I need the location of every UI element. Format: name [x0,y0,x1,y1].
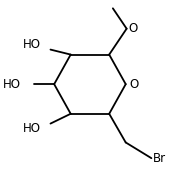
Text: O: O [129,22,138,35]
Text: HO: HO [23,38,41,51]
Text: Br: Br [153,152,166,165]
Text: HO: HO [23,122,41,135]
Text: O: O [129,78,139,91]
Text: HO: HO [3,78,21,91]
